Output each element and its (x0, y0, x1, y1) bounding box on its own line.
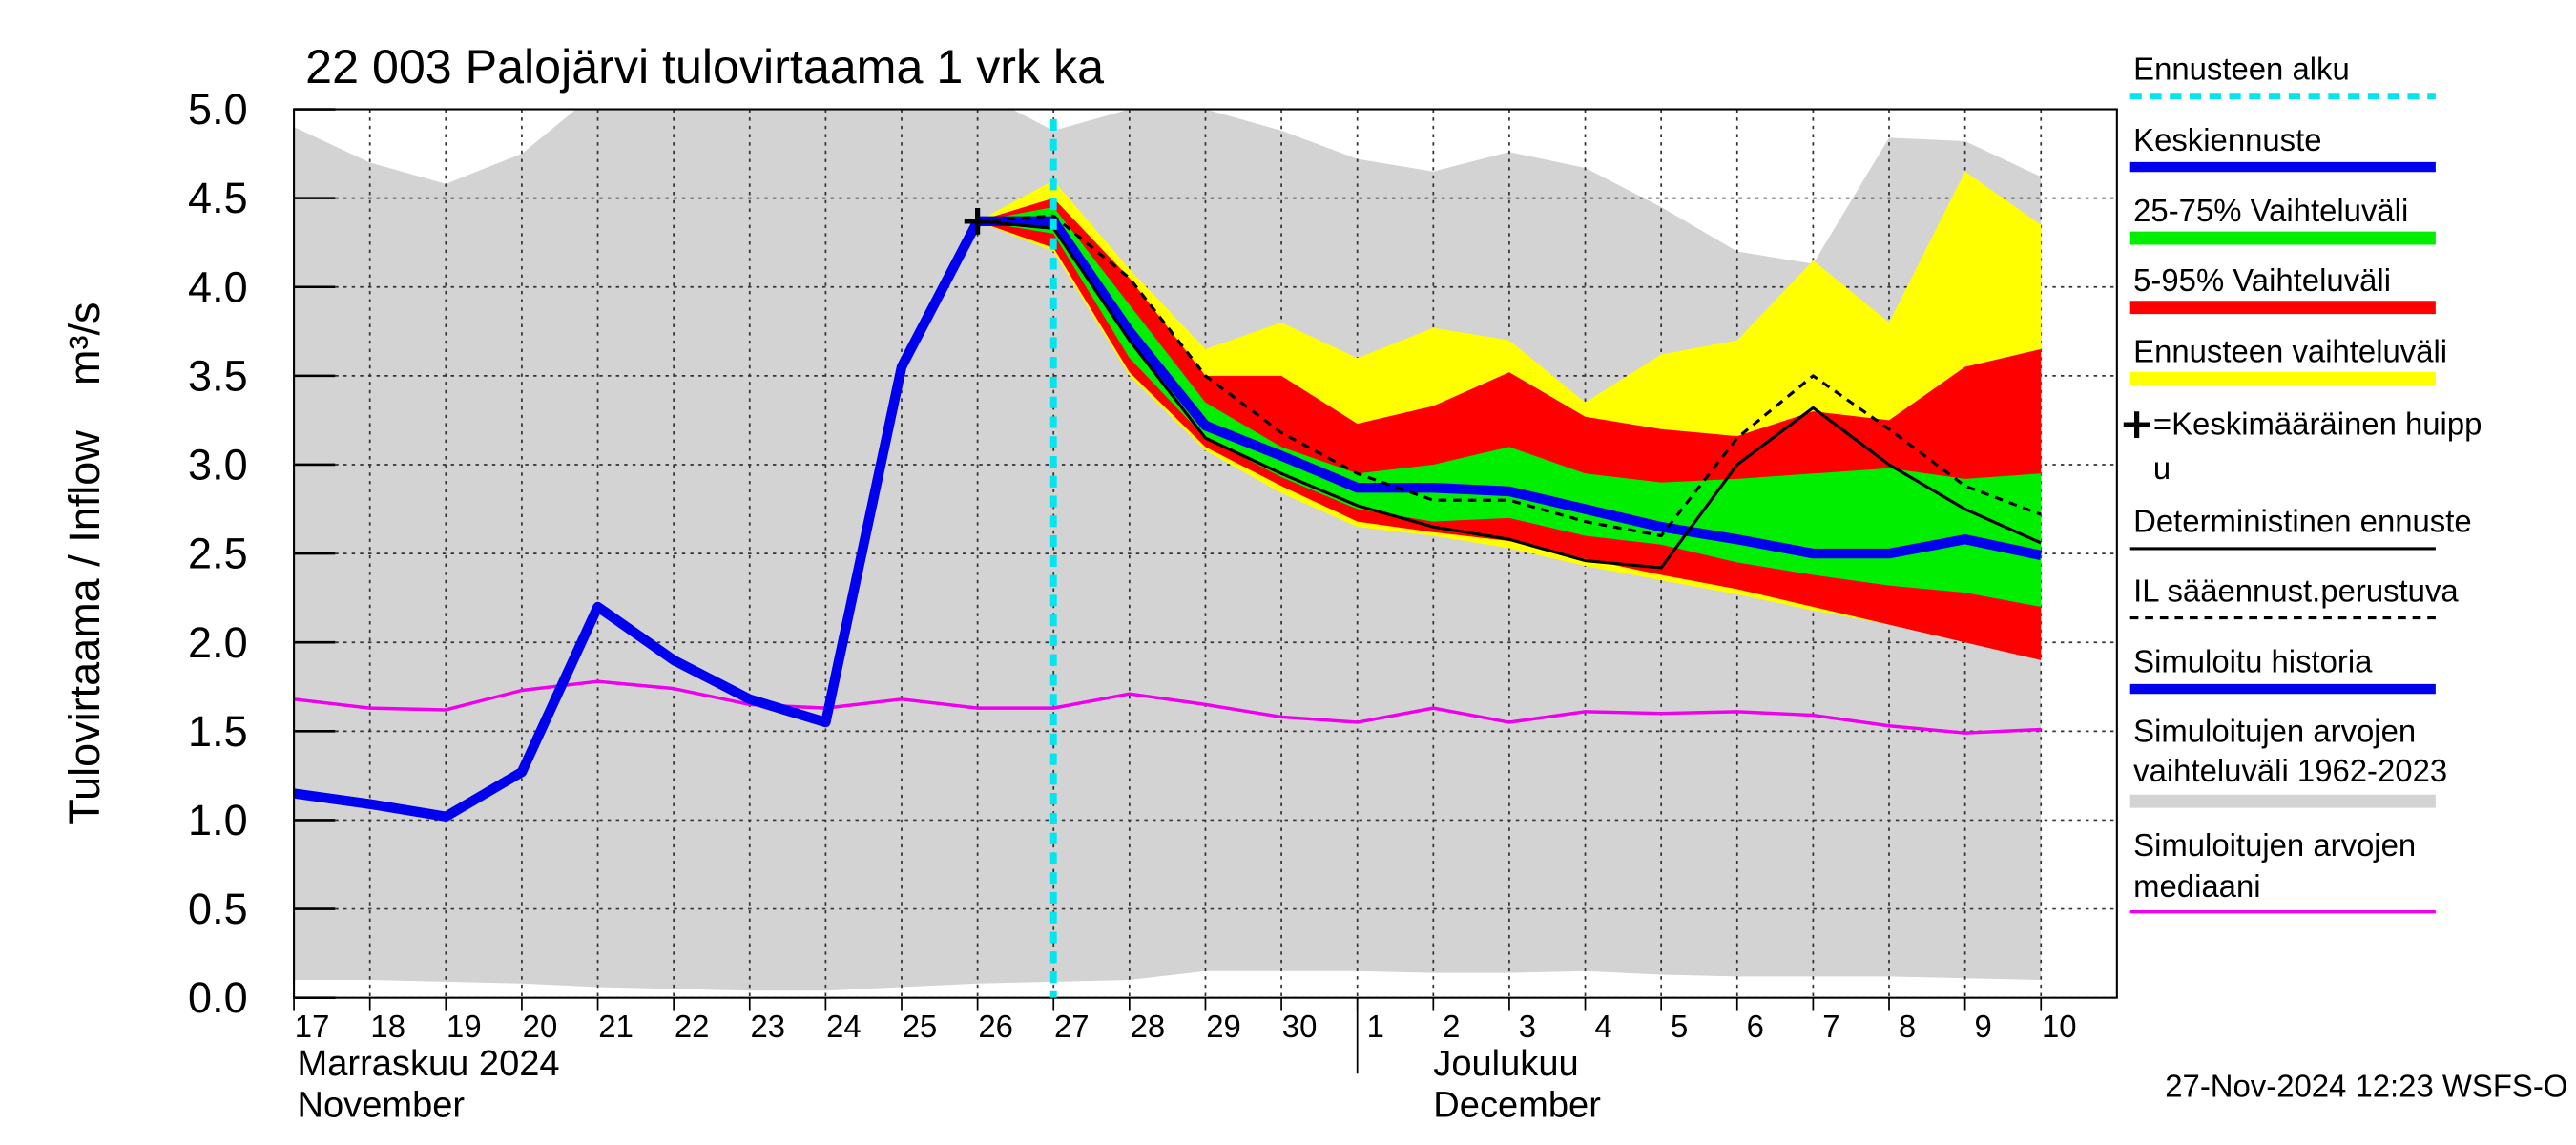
y-tick-label: 0.0 (188, 973, 248, 1022)
x-tick-label: 28 (1131, 1009, 1166, 1044)
legend-label: u (2153, 450, 2171, 486)
forecast-band (977, 206, 2042, 607)
plot-area (294, 109, 2117, 998)
y-tick-label: 2.5 (188, 530, 248, 578)
month-label: Marraskuu 2024 (298, 1044, 560, 1084)
y-axis-label: Tulovirtaama / Inflow (60, 430, 109, 825)
legend-label: IL sääennust.perustuva (2133, 572, 2459, 608)
x-tick-label: 29 (1206, 1009, 1241, 1044)
timestamp: 27-Nov-2024 12:23 WSFS-O (2165, 1069, 2567, 1104)
x-tick-label: 6 (1747, 1009, 1764, 1044)
y-tick-label: 5.0 (188, 85, 248, 134)
x-tick-label: 3 (1519, 1009, 1536, 1044)
peak-cross (964, 207, 991, 235)
series-line (977, 216, 2043, 561)
chart-title: 22 003 Palojärvi tulovirtaama 1 vrk ka (305, 40, 1104, 94)
x-tick-label: 10 (2042, 1009, 2077, 1044)
x-tick-label: 21 (598, 1009, 634, 1044)
x-tick-label: 26 (978, 1009, 1013, 1044)
legend-label: 5-95% Vaihteluväli (2133, 262, 2391, 298)
month-label: November (298, 1085, 466, 1125)
x-tick-label: 19 (447, 1009, 482, 1044)
y-tick-label: 1.0 (188, 796, 248, 844)
legend-label: mediaani (2133, 868, 2260, 904)
x-tick-label: 7 (1822, 1009, 1839, 1044)
series-line (977, 219, 2042, 570)
x-tick-label: 22 (675, 1009, 710, 1044)
legend-label: Deterministinen ennuste (2133, 504, 2472, 539)
x-tick-label: 17 (295, 1009, 330, 1044)
x-tick-label: 9 (1975, 1009, 1992, 1044)
x-tick-label: 25 (903, 1009, 938, 1044)
x-tick-label: 8 (1899, 1009, 1916, 1044)
y-tick-label: 1.5 (188, 707, 248, 756)
x-tick-label: 2 (1443, 1009, 1460, 1044)
legend-label: Simuloitujen arvojen (2133, 713, 2416, 748)
x-tick-label: 27 (1054, 1009, 1090, 1044)
y-tick-label: 4.0 (188, 262, 248, 311)
legend-label: Ennusteen vaihteluväli (2133, 333, 2447, 368)
legend-label: 25-75% Vaihteluväli (2133, 193, 2408, 228)
series-line (294, 679, 2042, 735)
month-label: December (1433, 1085, 1601, 1125)
axes: 0.00.51.01.52.02.53.03.54.04.55.017 18 19 2… (188, 85, 2118, 1074)
y-tick-label: 3.0 (188, 441, 248, 489)
legend-label: vaihteluväli 1962-2023 (2133, 753, 2447, 788)
x-tick-label: 4 (1594, 1009, 1611, 1044)
legend: Ennusteen alku Keskiennuste 25-75% Vaihtel… (2123, 51, 2483, 914)
x-tick-label: 24 (826, 1009, 862, 1044)
y-tick-label: 4.5 (188, 174, 248, 222)
x-tick-label: 5 (1671, 1009, 1688, 1044)
legend-label: =Keskimääräinen huipp (2153, 406, 2483, 441)
x-tick-label: 23 (751, 1009, 786, 1044)
legend-label: Simuloitujen arvojen (2133, 827, 2416, 863)
legend-symbol (2123, 411, 2150, 438)
y-axis-unit: m³/s (60, 302, 109, 385)
legend-label: Keskiennuste (2133, 122, 2321, 157)
series-line (977, 214, 2042, 538)
x-tick-label: 30 (1282, 1009, 1318, 1044)
series-line (294, 219, 983, 822)
y-tick-label: 3.5 (188, 351, 248, 400)
legend-label: Ennusteen alku (2133, 51, 2350, 86)
y-tick-label: 0.5 (188, 885, 248, 933)
legend-label: Simuloitu historia (2133, 644, 2373, 679)
x-tick-label: 1 (1367, 1009, 1384, 1044)
range-band (294, 109, 2042, 991)
month-label: Joulukuu (1433, 1044, 1578, 1084)
y-tick-label: 2.0 (188, 618, 248, 667)
x-tick-label: 20 (523, 1009, 558, 1044)
x-tick-label: 18 (370, 1009, 405, 1044)
peak-marker (964, 207, 991, 235)
